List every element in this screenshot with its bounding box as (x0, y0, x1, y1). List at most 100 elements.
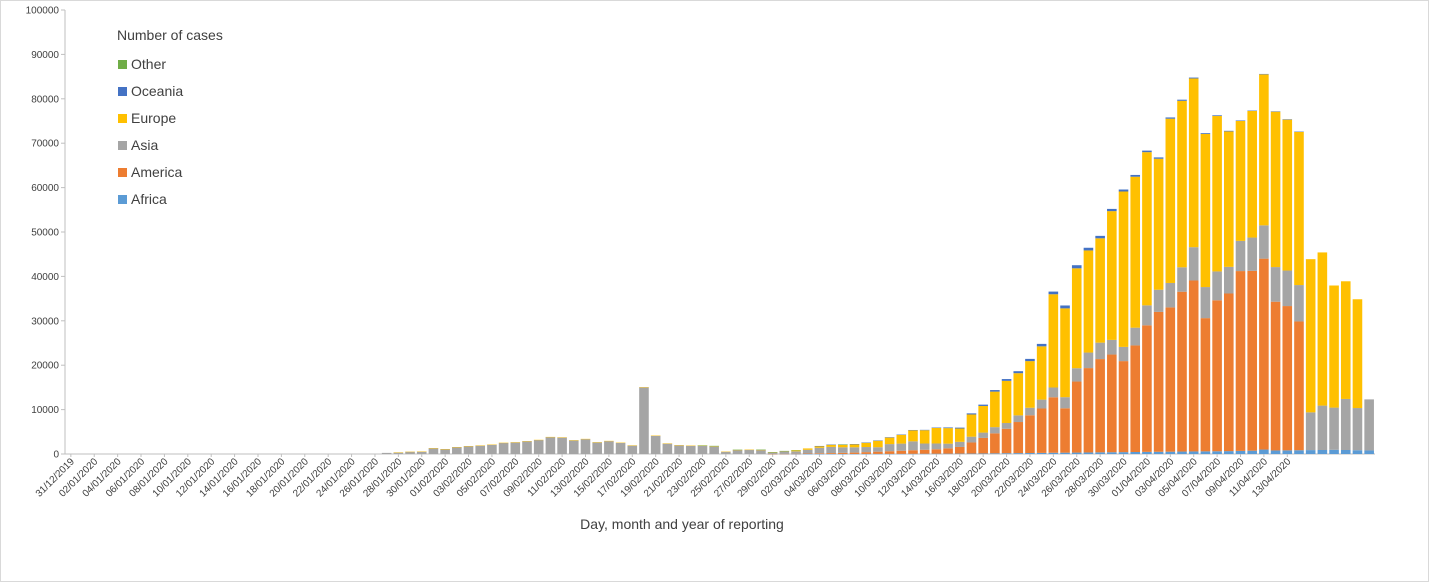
legend-label-other: Other (131, 56, 166, 72)
bar-america-70 (884, 451, 895, 454)
bar-asia-75 (943, 443, 953, 449)
bar-africa-107 (1317, 450, 1328, 454)
bar-asia-84 (1048, 387, 1059, 398)
bar-asia-65 (826, 446, 836, 454)
bar-asia-79 (990, 427, 1000, 434)
bar-oceania-97 (1200, 133, 1211, 134)
bar-oceania-100 (1235, 120, 1246, 121)
bar-asia-29 (405, 451, 415, 454)
bar-asia-58 (744, 449, 755, 454)
legend-swatch-oceania (118, 87, 127, 96)
bar-oceania-85 (1060, 305, 1070, 309)
bar-europe-95 (1177, 100, 1187, 268)
bar-asia-66 (838, 447, 848, 453)
bar-oceania-78 (978, 404, 988, 406)
bar-africa-103 (1270, 450, 1281, 454)
bar-africa-86 (1071, 452, 1082, 454)
bar-asia-36 (487, 444, 497, 454)
bar-asia-62 (791, 451, 801, 454)
bar-europe-106 (1305, 259, 1316, 413)
bar-asia-39 (522, 441, 532, 454)
bar-asia-74 (931, 443, 942, 450)
bar-africa-80 (1001, 453, 1012, 454)
bar-asia-72 (908, 441, 918, 451)
bar-asia-44 (580, 439, 591, 454)
bar-asia-100 (1235, 240, 1246, 272)
bar-america-82 (1025, 415, 1035, 454)
bar-europe-109 (1340, 281, 1351, 399)
bar-africa-93 (1153, 451, 1164, 454)
bar-africa-110 (1352, 450, 1363, 454)
bar-oceania-90 (1118, 189, 1129, 192)
y-tick-label: 40000 (31, 272, 59, 283)
bar-asia-99 (1223, 266, 1234, 294)
bar-asia-47 (615, 442, 626, 454)
bar-asia-31 (428, 448, 439, 454)
bar-africa-87 (1083, 452, 1094, 454)
bar-europe-78 (978, 405, 988, 433)
bar-america-96 (1188, 280, 1199, 452)
bar-america-72 (908, 450, 918, 454)
bar-asia-56 (721, 451, 731, 454)
bar-america-98 (1212, 300, 1222, 452)
bar-america-105 (1294, 321, 1304, 451)
bar-europe-91 (1130, 176, 1141, 328)
bar-america-104 (1282, 306, 1293, 451)
bar-europe-104 (1282, 119, 1293, 271)
bar-asia-33 (452, 447, 462, 454)
bar-europe-92 (1142, 152, 1152, 306)
legend-swatch-other (118, 60, 127, 69)
bar-asia-90 (1118, 346, 1129, 362)
legend: Number of cases Other Oceania Europe Asia Am… (117, 27, 223, 207)
legend-swatch-europe (118, 114, 127, 123)
bar-europe-105 (1294, 131, 1304, 286)
bar-oceania-87 (1083, 247, 1094, 251)
bar-asia-69 (873, 447, 883, 452)
bar-africa-108 (1329, 449, 1339, 454)
bar-america-99 (1223, 293, 1234, 452)
bar-asia-88 (1095, 342, 1105, 360)
bar-america-101 (1247, 270, 1257, 451)
bar-africa-105 (1294, 450, 1304, 454)
legend-label-africa: Africa (131, 191, 167, 207)
bar-asia-86 (1071, 368, 1082, 382)
bar-europe-73 (919, 430, 930, 444)
bar-europe-102 (1259, 74, 1269, 226)
y-tick-label: 20000 (31, 361, 59, 372)
x-axis: 31/12/201902/01/202004/01/202006/01/2020… (34, 453, 1375, 500)
bar-america-83 (1036, 408, 1047, 453)
bar-america-78 (978, 437, 988, 454)
bar-america-100 (1235, 271, 1246, 451)
bar-oceania-76 (954, 427, 965, 429)
bar-asia-68 (861, 447, 872, 453)
bar-oceania-92 (1142, 150, 1152, 153)
bar-africa-94 (1165, 451, 1176, 454)
bar-asia-45 (592, 442, 602, 454)
bar-africa-102 (1259, 449, 1269, 454)
bar-europe-100 (1235, 121, 1246, 241)
bar-europe-74 (931, 427, 942, 444)
bar-africa-85 (1060, 452, 1070, 454)
bar-africa-104 (1282, 450, 1293, 454)
bar-europe-68 (861, 442, 872, 448)
bar-oceania-93 (1153, 157, 1164, 159)
bar-asia-108 (1329, 407, 1339, 450)
bar-asia-111 (1364, 399, 1374, 451)
bar-oceania-77 (966, 413, 977, 415)
bar-asia-93 (1153, 289, 1164, 312)
bar-oceania-88 (1095, 235, 1105, 239)
legend-swatch-america (118, 168, 127, 177)
bar-asia-38 (510, 442, 521, 454)
bar-europe-110 (1352, 299, 1363, 409)
bar-europe-66 (838, 444, 848, 448)
bar-america-80 (1001, 428, 1012, 454)
bar-asia-77 (966, 436, 977, 443)
bar-europe-83 (1036, 346, 1047, 400)
bar-asia-46 (604, 441, 614, 454)
bar-africa-97 (1200, 451, 1211, 454)
legend-title: Number of cases (117, 27, 223, 43)
bar-america-103 (1270, 301, 1281, 451)
bar-america-84 (1048, 397, 1059, 453)
bar-oceania-84 (1048, 291, 1059, 295)
bar-asia-67 (849, 447, 860, 453)
